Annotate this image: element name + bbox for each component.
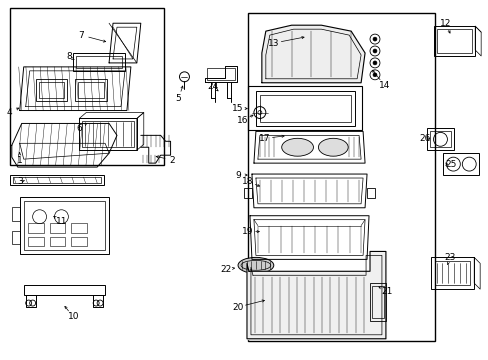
Bar <box>49 223 65 233</box>
Bar <box>49 237 65 247</box>
Bar <box>259 95 350 122</box>
Bar <box>433 26 474 56</box>
Bar <box>443 153 478 175</box>
Bar <box>28 223 43 233</box>
Circle shape <box>372 61 376 65</box>
Text: 11: 11 <box>56 217 67 226</box>
Bar <box>247 86 361 130</box>
Text: 7: 7 <box>78 31 84 40</box>
Text: 13: 13 <box>267 39 279 48</box>
Text: 16: 16 <box>237 116 248 125</box>
Circle shape <box>372 49 376 53</box>
Bar <box>39 82 64 98</box>
Text: 10: 10 <box>67 312 79 321</box>
Bar <box>24 201 105 251</box>
Bar <box>207 68 235 80</box>
Text: 17: 17 <box>259 134 270 143</box>
Bar <box>371 286 383 318</box>
Bar <box>255 91 354 126</box>
Text: 1: 1 <box>17 156 22 165</box>
Bar <box>73 53 124 71</box>
Bar <box>429 257 473 289</box>
Text: 14: 14 <box>379 81 390 90</box>
Ellipse shape <box>318 138 347 156</box>
Bar <box>20 197 109 255</box>
Text: 26: 26 <box>418 134 429 143</box>
Bar <box>436 29 471 53</box>
Text: 25: 25 <box>445 159 456 168</box>
Bar <box>76 56 122 68</box>
Ellipse shape <box>238 257 273 273</box>
Bar <box>24 285 105 295</box>
Bar <box>244 188 251 198</box>
Bar <box>426 129 453 150</box>
Ellipse shape <box>281 138 313 156</box>
Polygon shape <box>262 25 365 83</box>
Text: 19: 19 <box>242 227 253 236</box>
Bar <box>82 121 134 147</box>
Bar <box>75 79 107 100</box>
Circle shape <box>372 73 376 77</box>
Text: 24: 24 <box>207 82 219 91</box>
Text: 21: 21 <box>381 287 392 296</box>
Text: 15: 15 <box>232 104 244 113</box>
Text: 9: 9 <box>235 171 241 180</box>
Bar <box>71 223 87 233</box>
Text: 4: 4 <box>7 108 13 117</box>
Text: 6: 6 <box>76 124 82 133</box>
Bar <box>10 8 163 165</box>
Bar <box>71 237 87 247</box>
Bar <box>78 82 104 98</box>
Circle shape <box>372 37 376 41</box>
Bar <box>247 13 434 341</box>
Text: 5: 5 <box>175 94 181 103</box>
Bar <box>28 237 43 247</box>
Bar <box>79 118 137 150</box>
Text: 3: 3 <box>17 177 22 186</box>
Text: 23: 23 <box>444 253 455 262</box>
Bar <box>12 231 20 244</box>
Text: 20: 20 <box>232 302 243 311</box>
Text: 18: 18 <box>242 177 253 186</box>
Text: 2: 2 <box>169 156 175 165</box>
Bar <box>36 79 67 100</box>
Text: 8: 8 <box>66 53 72 62</box>
Bar <box>13 177 101 183</box>
Bar <box>12 207 20 221</box>
Bar <box>428 131 450 147</box>
Bar <box>366 188 374 198</box>
Polygon shape <box>246 251 385 339</box>
Text: 12: 12 <box>439 19 450 28</box>
Bar <box>369 283 385 321</box>
Bar <box>10 175 104 185</box>
Bar <box>434 261 469 285</box>
Text: 22: 22 <box>220 265 231 274</box>
